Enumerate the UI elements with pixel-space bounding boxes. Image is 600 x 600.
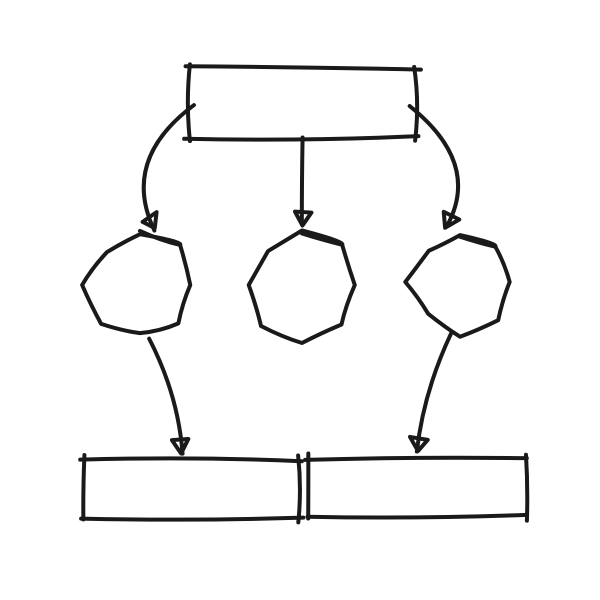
circle-right xyxy=(405,235,509,337)
bottom-right-rect-bottom xyxy=(308,515,527,518)
bottom-right-rect-right xyxy=(526,455,527,521)
bottom-left-rect-right xyxy=(298,456,300,523)
bottom-left-rect-top xyxy=(80,458,302,461)
edge-3-shaft xyxy=(149,339,182,454)
bottom-left-rect-left xyxy=(83,455,84,519)
top-rect-left xyxy=(188,64,190,141)
flowchart-diagram xyxy=(0,0,600,600)
top-rect-top xyxy=(186,66,421,69)
bottom-right-rect-top xyxy=(305,458,527,460)
edge-0-shaft xyxy=(144,105,194,230)
edge-4-shaft xyxy=(417,333,452,452)
circle-mid xyxy=(249,230,355,343)
top-rect-right xyxy=(414,67,417,141)
circle-left xyxy=(82,231,190,333)
bottom-left-rect-bottom xyxy=(81,518,303,520)
